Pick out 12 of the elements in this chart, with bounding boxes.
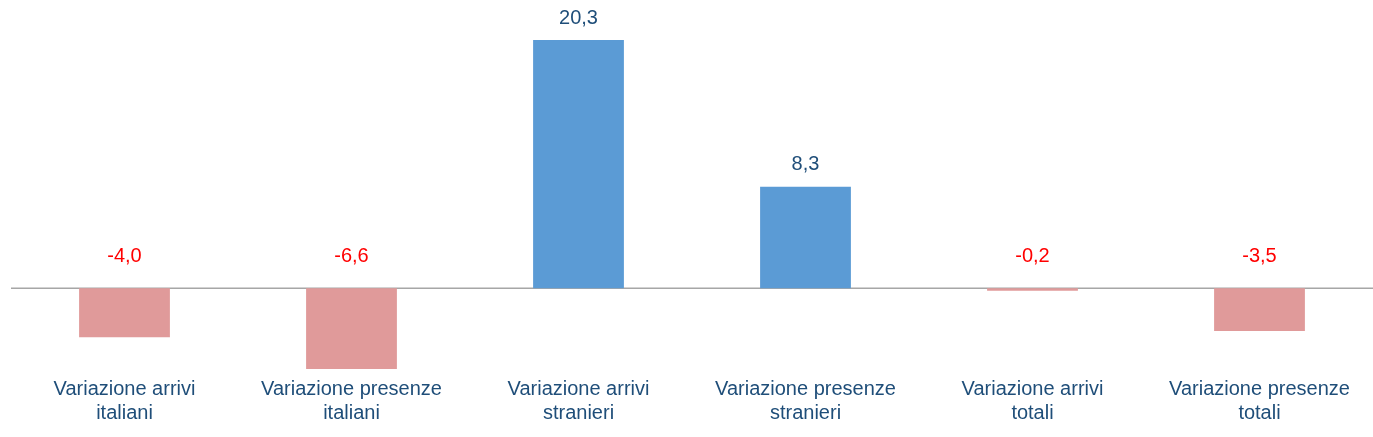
- data-label: 8,3: [791, 152, 820, 175]
- data-label: -6,6: [334, 243, 369, 266]
- data-label: -4,0: [107, 243, 142, 266]
- data-label: -0,2: [1015, 243, 1050, 266]
- x-tick-label: Variazione arrivi totali: [961, 376, 1104, 423]
- x-tick-label: Variazione presenze italiani: [261, 376, 442, 423]
- data-label: 20,3: [559, 5, 598, 28]
- data-label: -3,5: [1242, 243, 1277, 266]
- x-tick-label: Variazione presenze stranieri: [715, 376, 896, 423]
- x-tick-label: Variazione arrivi italiani: [53, 376, 196, 423]
- x-tick-label: Variazione presenze totali: [1169, 376, 1350, 423]
- x-tick-label: Variazione arrivi stranieri: [507, 376, 650, 423]
